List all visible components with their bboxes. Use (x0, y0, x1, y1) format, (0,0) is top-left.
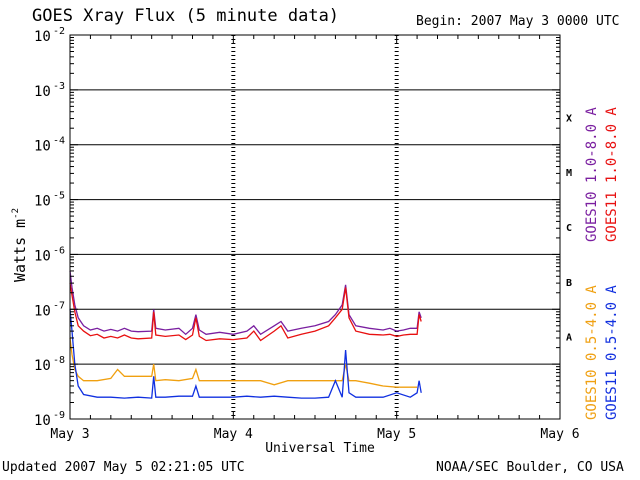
y-tick-label: 10 (34, 303, 51, 319)
legend-goes10-long: GOES10 1.0-8.0 A (584, 107, 600, 242)
flare-class-label: B (566, 278, 572, 289)
series-line-0 (69, 270, 422, 336)
flare-class-label: M (566, 168, 572, 179)
y-tick-label: 10 (34, 29, 51, 45)
credit: NOAA/SEC Boulder, CO USA (436, 460, 624, 475)
legend-goes11-short: GOES11 0.5-4.0 A (604, 285, 620, 420)
y-tick-label-exponent: -8 (53, 355, 65, 366)
flare-class-label: C (566, 223, 572, 234)
begin-time: Begin: 2007 May 3 0000 UTC (416, 14, 620, 29)
y-tick-label-exponent: -2 (53, 26, 65, 37)
grid (70, 35, 560, 419)
series-line-2 (69, 337, 418, 388)
y-tick-label: 10 (34, 413, 51, 429)
y-tick-label: 10 (34, 248, 51, 264)
ticks (69, 35, 561, 420)
y-tick-label-exponent: -3 (53, 81, 65, 92)
y-tick-label-exponent: -9 (53, 410, 65, 421)
x-tick-label: May 4 (214, 427, 253, 442)
y-tick-label-exponent: -7 (53, 300, 65, 311)
legend-goes11-long: GOES11 1.0-8.0 A (604, 107, 620, 242)
x-tick-label: May 5 (377, 427, 416, 442)
y-tick-label: 10 (34, 139, 51, 155)
y-tick-label-exponent: -4 (53, 136, 65, 147)
y-tick-label: 10 (34, 194, 51, 210)
x-tick-label: May 6 (540, 427, 579, 442)
flare-class-label: A (566, 333, 572, 344)
x-tick-label: May 3 (50, 427, 89, 442)
series-line-3 (69, 309, 422, 399)
legend-goes10-short: GOES10 0.5-4.0 A (584, 285, 600, 420)
plot-frame (69, 34, 561, 420)
y-tick-label-exponent: -5 (53, 191, 65, 202)
flare-class-label: X (566, 113, 572, 124)
updated-time: Updated 2007 May 5 02:21:05 UTC (2, 460, 245, 475)
y-tick-label-exponent: -6 (53, 245, 65, 256)
y-tick-label: 10 (34, 358, 51, 374)
x-axis-label: Universal Time (265, 441, 375, 456)
chart-title: GOES Xray Flux (5 minute data) (32, 6, 340, 26)
series-line-1 (69, 282, 422, 342)
series-layer (69, 270, 422, 399)
y-tick-label: 10 (34, 84, 51, 100)
